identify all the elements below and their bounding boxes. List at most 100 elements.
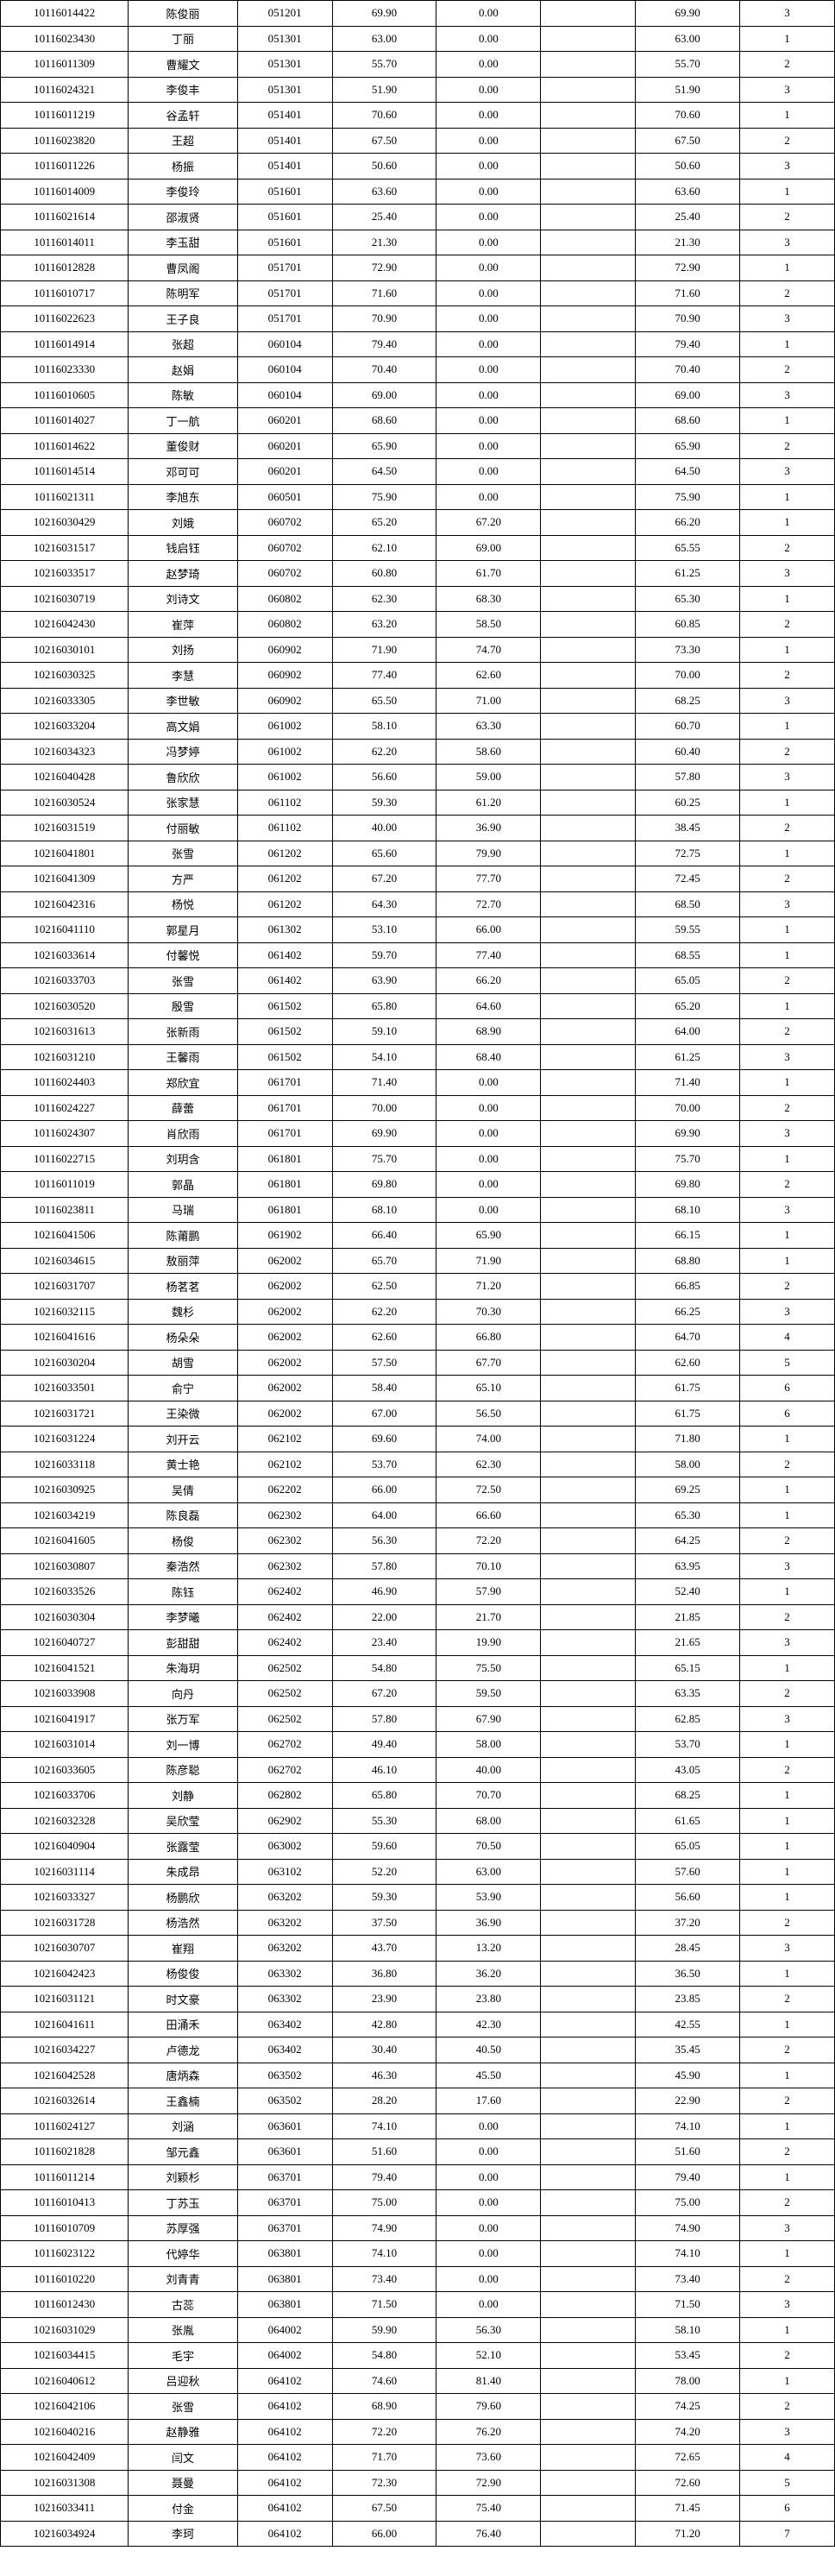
table-cell [541, 484, 636, 510]
table-cell: 061701 [237, 1095, 332, 1121]
table-cell: 061801 [237, 1172, 332, 1198]
table-cell: 2 [740, 357, 835, 383]
table-cell: 69.80 [332, 1172, 436, 1198]
table-cell: 10116024403 [1, 1070, 129, 1096]
table-cell [541, 2292, 636, 2318]
table-cell: 10216031224 [1, 1427, 129, 1452]
table-cell: 1 [740, 408, 835, 434]
table-cell: 71.90 [332, 637, 436, 663]
table-cell [541, 561, 636, 587]
table-cell: 063202 [237, 1885, 332, 1911]
table-cell: 46.10 [332, 1757, 436, 1783]
table-row: 10216030719刘诗文06080262.3068.3065.301 [1, 586, 835, 612]
table-cell: 10116011219 [1, 103, 129, 129]
table-cell [541, 1834, 636, 1860]
table-row: 10216034219陈良磊06230264.0066.6065.301 [1, 1502, 835, 1528]
table-cell: 10216041110 [1, 917, 129, 943]
table-cell: 10216034323 [1, 739, 129, 765]
table-cell: 10216030429 [1, 510, 129, 536]
table-cell: 063202 [237, 1910, 332, 1936]
table-cell: 59.30 [332, 790, 436, 816]
table-row: 10216041616杨朵朵06200262.6066.8064.704 [1, 1325, 835, 1351]
table-cell: 0.00 [436, 2164, 541, 2190]
table-cell: 58.50 [436, 612, 541, 638]
table-cell: 3 [740, 382, 835, 408]
table-cell: 69.90 [636, 1121, 740, 1147]
table-cell: 李玉甜 [129, 230, 237, 255]
table-cell: 22.90 [636, 2088, 740, 2114]
table-cell: 10216031029 [1, 2317, 129, 2343]
table-cell: 79.40 [332, 331, 436, 357]
table-cell: 68.10 [636, 1197, 740, 1223]
table-cell [541, 1630, 636, 1656]
table-cell: 10216033501 [1, 1376, 129, 1401]
table-cell: 2 [740, 2139, 835, 2165]
table-cell: 10216031728 [1, 1910, 129, 1936]
table-cell: 60.85 [636, 612, 740, 638]
table-cell: 53.10 [332, 917, 436, 943]
table-cell: 63.60 [636, 179, 740, 205]
table-cell: 36.50 [636, 1961, 740, 1987]
table-cell: 10216030524 [1, 790, 129, 816]
table-row: 10116022715刘玥含06180175.700.0075.701 [1, 1146, 835, 1172]
table-cell: 060104 [237, 382, 332, 408]
table-cell: 061002 [237, 739, 332, 765]
table-cell: 0.00 [436, 154, 541, 180]
table-cell: 2 [740, 1681, 835, 1707]
table-cell [541, 1732, 636, 1758]
table-cell: 10116024227 [1, 1095, 129, 1121]
table-cell: 59.70 [332, 942, 436, 968]
table-cell: 1 [740, 637, 835, 663]
table-cell: 46.90 [332, 1579, 436, 1605]
table-cell: 彭甜甜 [129, 1630, 237, 1656]
table-cell: 3 [740, 459, 835, 485]
table-row: 10216034615敖丽萍06200265.7071.9068.801 [1, 1248, 835, 1274]
table-cell: 063601 [237, 2113, 332, 2139]
table-cell: 郑欣宜 [129, 1070, 237, 1096]
table-cell: 051601 [237, 179, 332, 205]
table-cell [541, 2394, 636, 2420]
table-cell: 051201 [237, 1, 332, 27]
table-row: 10216031728杨浩然06320237.5036.9037.202 [1, 1910, 835, 1936]
table-cell: 71.20 [436, 1274, 541, 1300]
table-cell: 杨朵朵 [129, 1325, 237, 1351]
table-cell: 0.00 [436, 1095, 541, 1121]
table-row: 10216041309方严06120267.2077.7072.452 [1, 866, 835, 892]
table-cell: 67.00 [332, 1401, 436, 1427]
table-cell: 谷孟轩 [129, 103, 237, 129]
table-cell: 23.40 [332, 1630, 436, 1656]
table-cell [541, 280, 636, 306]
table-cell: 毛宇 [129, 2343, 237, 2369]
table-cell: 53.45 [636, 2343, 740, 2369]
table-cell [541, 2037, 636, 2063]
table-row: 10116014622董俊财06020165.900.0065.902 [1, 433, 835, 459]
table-row: 10116023820王超05140167.500.0067.502 [1, 128, 835, 154]
table-row: 10216032614王鑫楠06350228.2017.6022.902 [1, 2088, 835, 2114]
table-cell: 66.25 [636, 1299, 740, 1325]
table-cell: 064102 [237, 2521, 332, 2547]
table-cell: 李梦曦 [129, 1604, 237, 1630]
table-row: 10216030204胡雪06200257.5067.7062.605 [1, 1350, 835, 1376]
table-cell: 61.25 [636, 561, 740, 587]
table-row: 10216031613张新雨06150259.1068.9064.002 [1, 1019, 835, 1045]
table-cell [541, 1604, 636, 1630]
table-cell: 062702 [237, 1757, 332, 1783]
table-cell: 0.00 [436, 26, 541, 52]
table-cell: 1 [740, 1248, 835, 1274]
table-cell [541, 1019, 636, 1045]
table-cell: 0.00 [436, 306, 541, 332]
table-cell: 10216041611 [1, 2012, 129, 2037]
table-cell: 74.60 [332, 2368, 436, 2394]
table-cell: 061902 [237, 1223, 332, 1249]
table-cell: 063502 [237, 2088, 332, 2114]
table-cell: 朱海玥 [129, 1655, 237, 1681]
table-cell: 3 [740, 77, 835, 103]
table-cell: 70.10 [436, 1553, 541, 1579]
table-cell: 76.20 [436, 2419, 541, 2445]
table-cell: 敖丽萍 [129, 1248, 237, 1274]
table-cell: 61.65 [636, 1808, 740, 1834]
table-row: 10116024307肖欣雨06170169.900.0069.903 [1, 1121, 835, 1147]
table-cell: 063801 [237, 2292, 332, 2318]
table-cell [541, 2368, 636, 2394]
table-cell: 3 [740, 561, 835, 587]
